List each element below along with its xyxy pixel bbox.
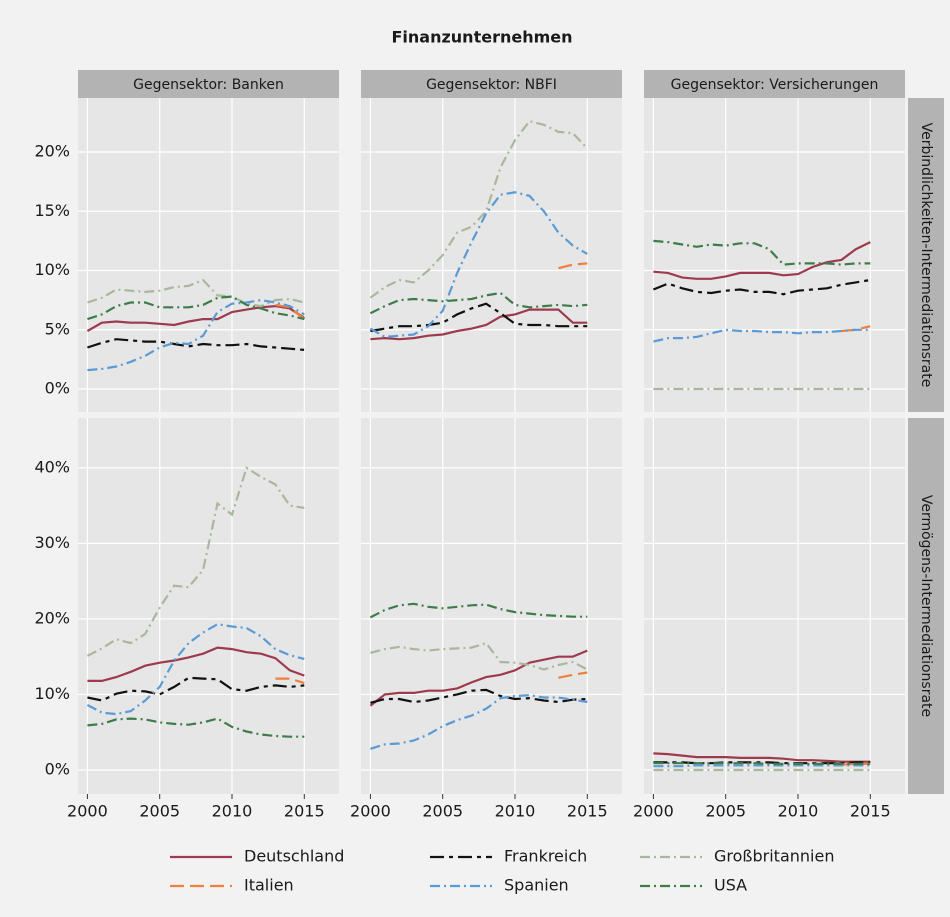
legend-label: Italien xyxy=(244,876,294,895)
y-tick-label: 30% xyxy=(34,533,70,552)
y-tick-label: 20% xyxy=(34,608,70,627)
panel xyxy=(78,98,339,412)
series-line: Spanien xyxy=(369,191,588,339)
y-tick-label: 0% xyxy=(45,759,70,778)
legend-label: Spanien xyxy=(504,876,569,895)
x-tick-label: 2000 xyxy=(67,802,108,821)
series-line: Italien xyxy=(275,303,305,320)
series-line: Spanien xyxy=(86,623,305,716)
series-line: Frankreich xyxy=(370,688,588,704)
series-line: Deutschland xyxy=(369,649,588,707)
column-strip-label: Gegensektor: Versicherungen xyxy=(671,77,879,93)
series-line: Großbritannien xyxy=(86,466,305,657)
series-line: USA xyxy=(369,602,588,619)
row-strip xyxy=(908,418,944,794)
y-tick-label: 10% xyxy=(34,260,70,279)
series-line: Italien xyxy=(275,677,305,685)
series-line: Deutschland xyxy=(653,752,871,763)
series-line: USA xyxy=(653,239,871,266)
series-line: Deutschland xyxy=(370,308,588,341)
series-line: Deutschland xyxy=(86,304,305,332)
series-line: Deutschland xyxy=(87,646,305,682)
x-tick-label: 2000 xyxy=(350,802,391,821)
legend-label: USA xyxy=(714,876,747,895)
panel xyxy=(78,418,339,794)
column-strip xyxy=(644,70,905,98)
series-line: Spanien xyxy=(653,764,871,768)
x-tick-label: 2010 xyxy=(778,802,819,821)
column-strip-label: Gegensektor: Banken xyxy=(133,77,284,93)
column-strip xyxy=(361,70,622,98)
series-line: Großbritannien xyxy=(87,278,305,308)
row-strip-label: Vermögens-Intermediationsrate xyxy=(918,495,934,717)
x-tick-label: 2005 xyxy=(705,802,746,821)
x-tick-label: 2000 xyxy=(633,802,674,821)
x-tick-label: 2015 xyxy=(567,802,608,821)
y-tick-label: 5% xyxy=(45,319,70,338)
row-strip-label: Verbindlichkeiten-Intermediationsrate xyxy=(918,123,934,388)
series-line: Frankreich xyxy=(87,676,305,702)
series-line: Spanien xyxy=(370,694,588,750)
series-line: USA xyxy=(653,762,871,765)
row-strip xyxy=(908,98,944,412)
panel xyxy=(644,418,905,794)
chart-title: Finanzunternehmen xyxy=(391,28,572,47)
x-tick-label: 2005 xyxy=(422,802,463,821)
series-line: Italien xyxy=(558,262,588,270)
series-line: USA xyxy=(369,291,588,315)
legend-label: Großbritannien xyxy=(714,847,834,866)
y-tick-label: 20% xyxy=(34,142,70,161)
series-line: Frankreich xyxy=(652,278,871,296)
x-tick-label: 2005 xyxy=(139,802,180,821)
series-line: Großbritannien xyxy=(369,119,589,299)
x-tick-label: 2015 xyxy=(284,802,325,821)
series-line: Frankreich xyxy=(87,338,305,351)
y-tick-label: 0% xyxy=(45,379,70,398)
series-line: USA xyxy=(87,295,305,321)
y-tick-label: 10% xyxy=(34,684,70,703)
x-tick-label: 2015 xyxy=(850,802,891,821)
legend-label: Deutschland xyxy=(244,847,344,866)
y-tick-label: 15% xyxy=(34,201,70,220)
legend-label: Frankreich xyxy=(504,847,587,866)
series-line: Italien xyxy=(558,671,588,679)
x-tick-label: 2010 xyxy=(495,802,536,821)
x-tick-label: 2010 xyxy=(212,802,253,821)
column-strip xyxy=(78,70,339,98)
series-line: Italien xyxy=(841,762,871,766)
series-line: Spanien xyxy=(87,298,305,372)
series-line: Deutschland xyxy=(653,241,871,280)
series-line: USA xyxy=(87,717,305,738)
series-line: Großbritannien xyxy=(370,641,588,671)
series-line: Frankreich xyxy=(370,302,588,333)
y-tick-label: 40% xyxy=(34,457,70,476)
column-strip-label: Gegensektor: NBFI xyxy=(426,77,557,93)
series-line: Spanien xyxy=(653,328,871,343)
panel xyxy=(361,98,622,412)
